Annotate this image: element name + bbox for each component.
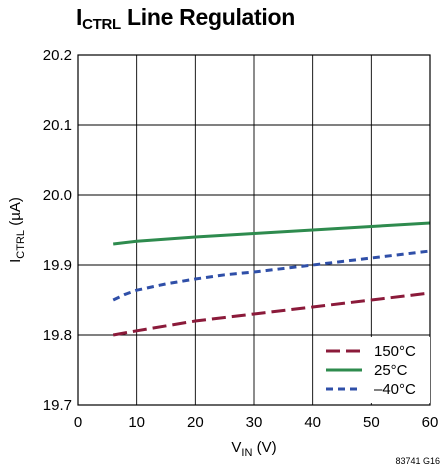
legend-label: 150°C [374, 343, 416, 360]
x-tick-label: 0 [74, 414, 82, 431]
y-tick-label: 20.0 [43, 187, 72, 204]
chart-title: ICTRL Line Regulation [76, 4, 295, 33]
legend-label: 25°C [374, 362, 408, 379]
legend-label: –40°C [374, 381, 416, 398]
y-axis-label-main: I [7, 259, 24, 263]
title-main: I [76, 4, 83, 30]
title-subscript: CTRL [82, 16, 121, 33]
x-tick-label: 30 [246, 414, 263, 431]
x-tick-label: 10 [128, 414, 145, 431]
x-axis-label-sub: IN [241, 447, 252, 459]
x-tick-label: 60 [422, 414, 439, 431]
y-tick-label: 20.1 [43, 117, 72, 134]
plot-frame [77, 54, 431, 406]
y-tick-label: 19.7 [43, 397, 72, 414]
series-line [112, 291, 431, 337]
x-tick-label: 50 [363, 414, 380, 431]
legend: 150°C 25°C –40°C [318, 337, 430, 403]
y-axis-label: ICTRL (µA) [7, 197, 27, 263]
x-axis-label: VIN (V) [231, 439, 276, 459]
series-line [112, 249, 431, 302]
tick-labels: 0 10 20 30 40 50 60 19.7 19.8 19.9 20.0 20.1 20.2 [43, 47, 439, 431]
y-tick-label: 19.8 [43, 327, 72, 344]
y-tick-label: 19.9 [43, 257, 72, 274]
series-lines [112, 221, 431, 337]
y-axis-label-rest: (µA) [7, 197, 24, 230]
title-rest: Line Regulation [120, 4, 295, 30]
x-tick-label: 40 [304, 414, 321, 431]
figure-id: 83741 G16 [395, 456, 440, 466]
y-tick-label: 20.2 [43, 47, 72, 64]
x-axis-label-rest: (V) [252, 439, 276, 456]
series-line [113, 221, 431, 246]
x-axis-label-main: V [231, 439, 241, 456]
y-axis-label-sub: CTRL [15, 230, 27, 259]
x-tick-label: 20 [187, 414, 204, 431]
